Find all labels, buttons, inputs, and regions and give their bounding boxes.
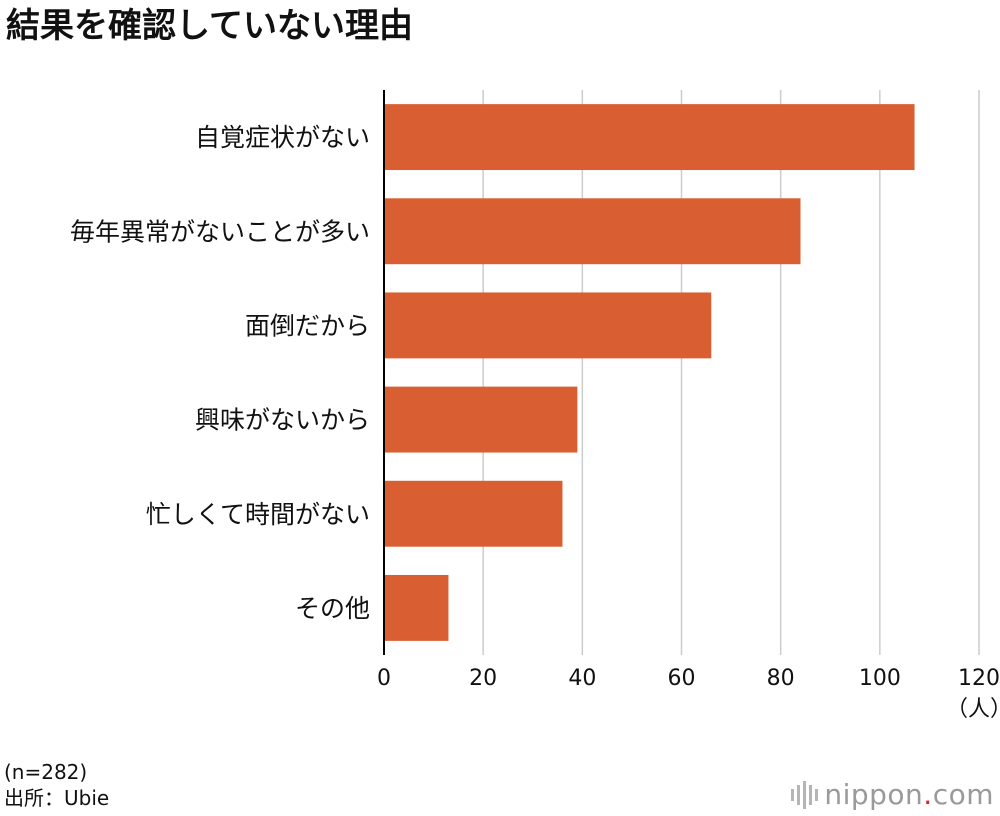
category-label: 毎年異常がないことが多い	[70, 217, 370, 246]
x-tick-label: 40	[568, 666, 596, 691]
logo-suffix: com	[932, 778, 994, 811]
chart-title: 結果を確認していない理由	[6, 6, 413, 46]
x-tick-label: 60	[668, 666, 696, 691]
bar-5	[384, 574, 449, 641]
category-label: 面倒だから	[245, 311, 370, 340]
bar-0	[384, 104, 915, 171]
logo-mark-icon	[791, 780, 819, 810]
x-tick-label: 20	[469, 666, 497, 691]
x-tick-label: 0	[377, 666, 391, 691]
x-tick-label: 80	[767, 666, 795, 691]
tick-labels: 0 20 40 60 80 100 120 （人）	[377, 666, 1000, 722]
category-label: 忙しくて時間がない	[146, 500, 370, 529]
bar-chart: 自覚症状がない毎年異常がないことが多い面倒だから興味がないから忙しくて時間がない…	[70, 90, 1000, 722]
logo-dot: .	[923, 778, 933, 811]
logo-name: nippon	[824, 778, 924, 811]
sample-size-note: (n=282)	[4, 760, 88, 784]
bar-3	[384, 386, 578, 453]
x-tick-label: 120	[958, 666, 1000, 691]
nippon-logo[interactable]: nippon.com	[791, 778, 994, 812]
bar-2	[384, 292, 712, 359]
grid-lines	[482, 90, 980, 655]
category-label: その他	[295, 594, 370, 623]
logo-text: nippon.com	[824, 778, 994, 812]
bar-1	[384, 198, 801, 265]
x-tick-label: 100	[859, 666, 901, 691]
bar-4	[384, 480, 563, 547]
x-unit-label: （人）	[946, 697, 1000, 722]
category-label: 興味がないから	[195, 406, 370, 435]
source-note: 出所：Ubie	[4, 786, 110, 810]
bars	[384, 104, 915, 641]
category-label: 自覚症状がない	[195, 123, 370, 152]
category-labels: 自覚症状がない毎年異常がないことが多い面倒だから興味がないから忙しくて時間がない…	[70, 123, 370, 623]
